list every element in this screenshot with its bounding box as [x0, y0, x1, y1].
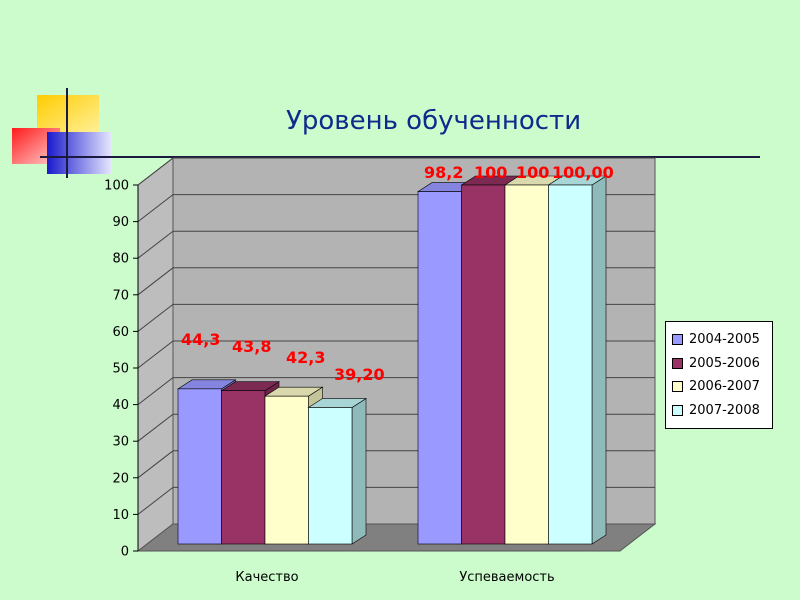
legend-label: 2006-2007 [689, 379, 760, 395]
bar [221, 390, 266, 545]
x-category-label: Успеваемость [459, 570, 554, 585]
legend-item: 2006-2007 [672, 375, 768, 399]
legend-item: 2007-2008 [672, 399, 768, 423]
data-label: 100,00 [552, 163, 614, 182]
data-label: 100 [474, 163, 507, 182]
bar [461, 184, 506, 545]
gridline [137, 157, 655, 186]
y-tick-label: 40 [112, 398, 129, 413]
bar [417, 191, 462, 545]
x-category-label: Качество [235, 570, 298, 585]
legend-item: 2005-2006 [672, 352, 768, 376]
data-label: 42,3 [286, 348, 325, 367]
data-label: 43,8 [232, 337, 271, 356]
bar [548, 184, 593, 545]
y-tick-label: 70 [112, 288, 129, 303]
legend-swatch [672, 357, 683, 369]
y-tick-label: 10 [112, 508, 129, 523]
legend-label: 2004-2005 [689, 332, 760, 348]
bar-side [351, 397, 367, 545]
legend-swatch [672, 334, 683, 346]
slide-title: Уровень обученности [286, 106, 582, 136]
y-tick-label: 80 [112, 252, 129, 267]
y-tick-label: 100 [104, 179, 129, 194]
chart-legend: 2004-2005 2005-2006 2006-2007 2007-2008 [665, 321, 773, 429]
legend-item: 2004-2005 [672, 328, 768, 352]
bar-side [591, 175, 607, 545]
bar [504, 184, 549, 545]
legend-swatch [672, 381, 683, 393]
data-label: 39,20 [334, 365, 385, 384]
y-tick-label: 90 [112, 215, 129, 230]
data-label: 100 [516, 163, 549, 182]
data-label: 44,3 [181, 330, 220, 349]
y-tick-label: 60 [112, 325, 129, 340]
deco-blue-square [47, 132, 112, 174]
y-tick-label: 50 [112, 362, 129, 377]
data-label: 98,2 [424, 163, 463, 182]
y-tick-label: 20 [112, 471, 129, 486]
y-tick-label: 0 [121, 545, 129, 560]
legend-swatch [672, 404, 683, 416]
bar [177, 388, 222, 545]
y-tick-label: 30 [112, 435, 129, 450]
legend-label: 2005-2006 [689, 355, 760, 371]
legend-label: 2007-2008 [689, 402, 760, 418]
bar [308, 407, 353, 545]
bar [264, 395, 309, 545]
